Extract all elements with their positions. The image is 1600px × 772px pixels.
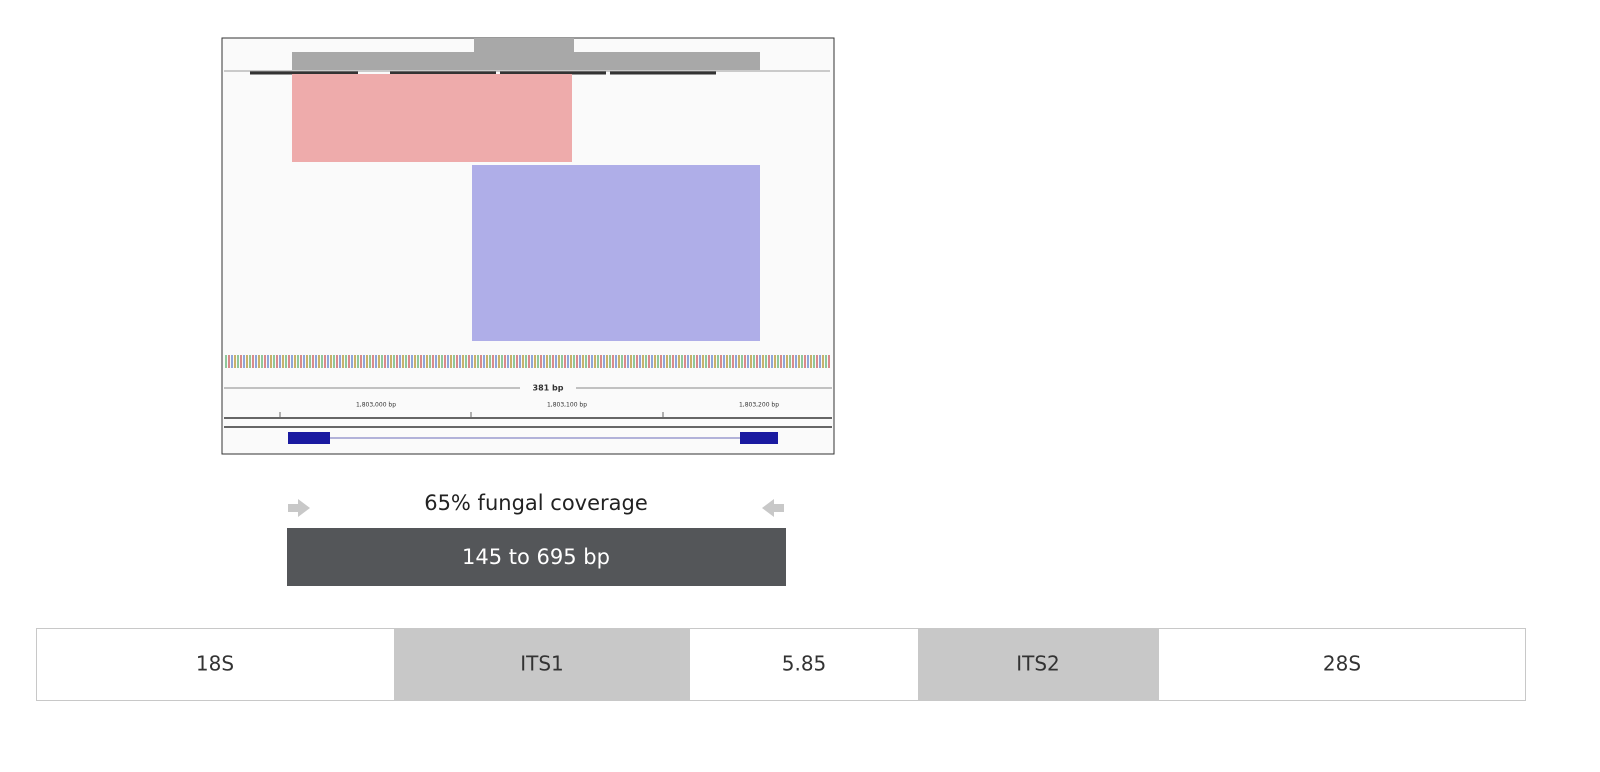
- amplicon-range: 145 to 695 bp: [462, 545, 610, 569]
- coverage-track: [292, 52, 760, 70]
- region-label: ITS2: [1016, 652, 1060, 676]
- region-label: ITS1: [520, 652, 564, 676]
- exon: [740, 432, 778, 444]
- sequence-track: [224, 355, 830, 368]
- forward-reads: [292, 74, 572, 162]
- region: [36, 628, 394, 700]
- forward-primer: [288, 499, 310, 517]
- coverage-label: 65% fungal coverage: [424, 491, 648, 515]
- region-label: 5.85: [782, 652, 827, 676]
- reverse-reads: [472, 165, 760, 341]
- genome-view: 381 bp 1,803,000 bp 1,803,100 bp 1,803,2…: [221, 37, 835, 455]
- position-label: 1,803,100 bp: [547, 402, 587, 409]
- region: [690, 628, 918, 700]
- region: [918, 628, 1159, 700]
- region-frame: [36, 628, 1526, 701]
- position-label: 1,803,200 bp: [739, 402, 779, 409]
- reverse-primer: [762, 499, 784, 517]
- amplicon-bar: [287, 528, 786, 586]
- position-label: 1,803,000 bp: [356, 402, 396, 409]
- region-map: 18S ITS1 5.85 ITS2 28S: [36, 628, 1526, 701]
- region: [1159, 628, 1526, 700]
- region: [394, 628, 690, 700]
- region-label: 18S: [196, 652, 234, 676]
- ruler: [224, 412, 832, 428]
- coverage-peak: [474, 38, 574, 54]
- region-label: 28S: [1323, 652, 1361, 676]
- exon: [288, 432, 330, 444]
- span-label: 381 bp: [533, 384, 564, 393]
